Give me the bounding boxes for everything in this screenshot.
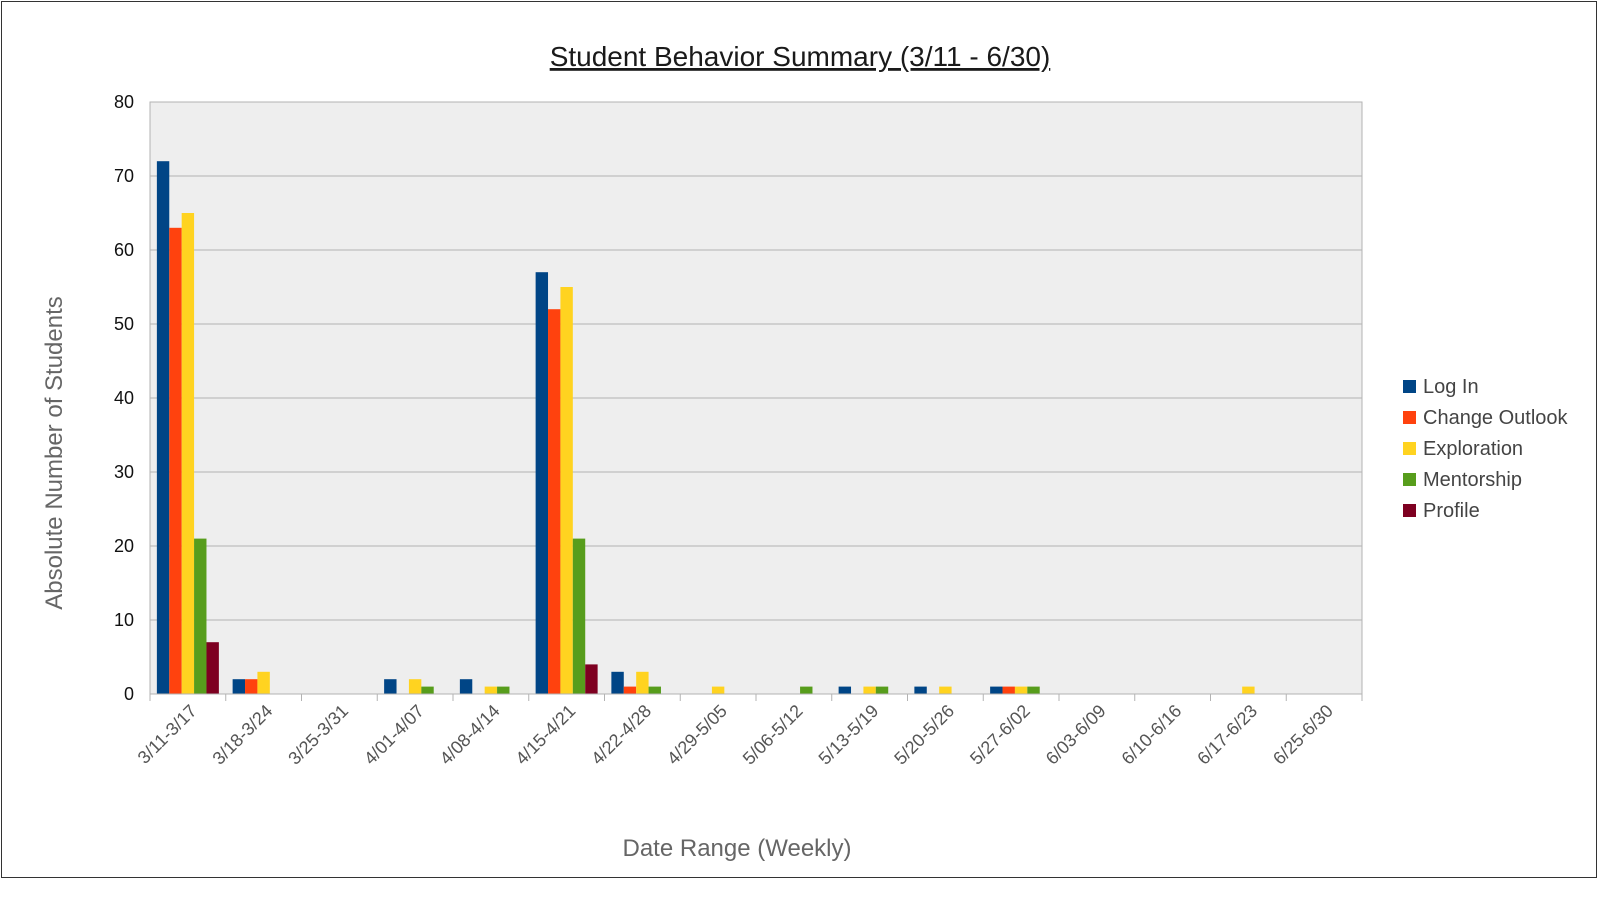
x-tick-label: 4/22-4/28 xyxy=(587,701,655,769)
x-tick-label: 4/08-4/14 xyxy=(436,701,504,769)
bar xyxy=(156,161,170,694)
bar xyxy=(585,664,598,694)
bar xyxy=(800,686,813,694)
bar xyxy=(1002,686,1015,694)
bar xyxy=(548,309,561,694)
y-tick-label: 40 xyxy=(114,388,134,408)
bar xyxy=(257,671,270,694)
x-tick-label: 4/01-4/07 xyxy=(360,701,428,769)
legend-swatch xyxy=(1403,380,1416,393)
y-axis-title: Absolute Number of Students xyxy=(41,296,68,610)
bar xyxy=(232,679,246,694)
bar xyxy=(384,679,397,694)
bar xyxy=(459,679,473,694)
bar xyxy=(1014,686,1028,694)
y-tick-label: 20 xyxy=(114,536,134,556)
y-tick-label: 30 xyxy=(114,462,134,482)
x-tick-label: 4/15-4/21 xyxy=(512,701,580,769)
bar xyxy=(611,671,624,694)
legend-label: Exploration xyxy=(1423,438,1523,460)
x-tick-label: 6/03-6/09 xyxy=(1042,701,1110,769)
legend-label: Change Outlook xyxy=(1423,407,1569,429)
bar xyxy=(711,686,725,694)
bar xyxy=(194,538,207,694)
chart-title: Student Behavior Summary (3/11 - 6/30) xyxy=(550,41,1051,72)
axes xyxy=(149,102,1363,701)
bar xyxy=(914,686,927,694)
bar xyxy=(560,287,573,694)
legend-swatch xyxy=(1403,473,1416,486)
bar xyxy=(1242,686,1255,694)
x-tick-label: 5/20-5/26 xyxy=(890,701,958,769)
bar xyxy=(497,686,510,694)
bar xyxy=(648,686,661,694)
legend-label: Mentorship xyxy=(1423,469,1522,491)
bar xyxy=(245,679,258,694)
y-tick-label: 50 xyxy=(114,314,134,334)
x-tick-label: 4/29-5/05 xyxy=(663,701,731,769)
x-tick-label: 6/10-6/16 xyxy=(1118,701,1186,769)
x-tick-label: 5/13-5/19 xyxy=(815,701,883,769)
bar xyxy=(169,227,182,695)
legend-swatch xyxy=(1403,411,1416,424)
bar xyxy=(990,686,1003,694)
y-tick-label: 80 xyxy=(114,92,134,112)
bar xyxy=(1027,686,1040,694)
legend-swatch xyxy=(1403,442,1416,455)
bar xyxy=(939,686,952,694)
x-tick-label: 6/17-6/23 xyxy=(1193,701,1261,769)
bar xyxy=(206,642,219,694)
bar xyxy=(484,686,498,694)
bar xyxy=(408,679,422,694)
legend-label: Profile xyxy=(1423,500,1480,522)
bar xyxy=(181,213,195,694)
bar xyxy=(421,686,434,694)
x-tick-label: 6/25-6/30 xyxy=(1269,701,1337,769)
x-axis-title: Date Range (Weekly) xyxy=(623,835,852,862)
x-tick-label: 3/18-3/24 xyxy=(209,701,277,769)
bar xyxy=(636,671,649,694)
legend: Log In Change Outlook Exploration Mentorshi… xyxy=(1403,376,1569,522)
bar xyxy=(572,538,586,694)
bars xyxy=(156,161,1255,695)
legend-swatch xyxy=(1403,504,1416,517)
x-tick-label: 3/25-3/31 xyxy=(284,701,352,769)
y-tick-label: 0 xyxy=(124,684,134,704)
bar xyxy=(838,686,852,694)
y-tick-labels: 0 10 20 30 40 50 60 70 80 xyxy=(114,92,134,704)
bar xyxy=(535,272,549,694)
bar xyxy=(623,686,637,694)
x-tick-label: 5/06-5/12 xyxy=(739,701,807,769)
x-tick-label: 3/11-3/17 xyxy=(134,701,201,768)
x-tick-labels: 3/11-3/17 3/18-3/24 3/25-3/31 4/01-4/07 4/08… xyxy=(134,701,1337,769)
x-tick-label: 5/27-6/02 xyxy=(966,701,1034,769)
y-tick-label: 70 xyxy=(114,166,134,186)
bar xyxy=(863,686,876,694)
bar xyxy=(875,686,889,694)
y-tick-label: 60 xyxy=(114,240,134,260)
y-tick-label: 10 xyxy=(114,610,134,630)
legend-label: Log In xyxy=(1423,376,1479,398)
gridlines xyxy=(150,101,1362,695)
